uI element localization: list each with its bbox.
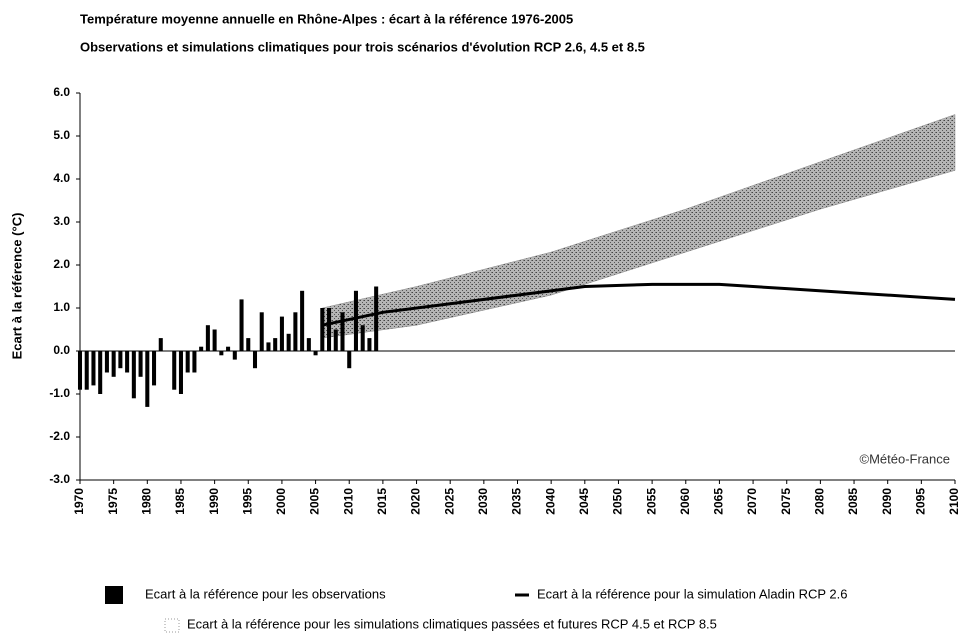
bar bbox=[252, 351, 258, 369]
bar bbox=[374, 286, 379, 351]
bar bbox=[145, 351, 150, 407]
x-tick-label: 2000 bbox=[274, 488, 288, 515]
x-tick-label: 2095 bbox=[914, 488, 928, 515]
bar bbox=[178, 351, 183, 394]
bar bbox=[266, 342, 271, 351]
bar bbox=[205, 325, 210, 351]
bar bbox=[192, 351, 197, 373]
x-tick-label: 2065 bbox=[712, 488, 726, 515]
x-tick-label: 2040 bbox=[543, 488, 557, 515]
x-tick-label: 2070 bbox=[745, 488, 759, 515]
y-tick-label: 1.0 bbox=[53, 300, 70, 314]
y-tick-label: 3.0 bbox=[53, 214, 70, 228]
x-tick-label: 2100 bbox=[947, 488, 959, 515]
bar bbox=[131, 351, 136, 399]
bar bbox=[333, 329, 338, 351]
bar bbox=[340, 312, 345, 351]
bar bbox=[286, 333, 291, 351]
bar bbox=[327, 308, 332, 351]
y-tick-label: -3.0 bbox=[49, 472, 70, 486]
legend-label: Ecart à la référence pour les observatio… bbox=[145, 586, 386, 601]
y-tick-label: 0.0 bbox=[53, 343, 70, 357]
legend-label: Ecart à la référence pour les simulation… bbox=[187, 616, 717, 631]
x-tick-label: 1995 bbox=[240, 488, 254, 515]
line bbox=[321, 282, 956, 327]
y-tick-label: 5.0 bbox=[53, 128, 70, 142]
bar bbox=[91, 351, 96, 386]
bar bbox=[84, 351, 89, 390]
x-tick-label: 2075 bbox=[779, 488, 793, 515]
x-tick-label: 1990 bbox=[207, 488, 221, 515]
bar bbox=[111, 351, 116, 377]
bar bbox=[138, 351, 143, 377]
bar bbox=[300, 290, 305, 351]
x-tick-label: 2015 bbox=[375, 488, 389, 515]
bar bbox=[293, 312, 298, 351]
bar bbox=[118, 351, 123, 369]
x-tick-label: 2060 bbox=[678, 488, 692, 515]
x-tick-label: 2050 bbox=[611, 488, 625, 515]
y-tick-label: 2.0 bbox=[53, 257, 70, 271]
bar bbox=[158, 338, 163, 351]
bar bbox=[199, 346, 204, 351]
x-tick-label: 2005 bbox=[308, 488, 322, 515]
x-tick-label: 2010 bbox=[341, 488, 355, 515]
bar bbox=[165, 351, 170, 352]
bar bbox=[353, 290, 358, 351]
y-axis-label: Ecart à la référence (°C) bbox=[9, 213, 24, 360]
y-tick-label: -1.0 bbox=[49, 386, 70, 400]
bar bbox=[226, 346, 231, 351]
bar bbox=[172, 351, 177, 390]
legend-swatch bbox=[164, 618, 180, 633]
bar bbox=[279, 316, 284, 351]
bar bbox=[320, 308, 325, 351]
x-tick-label: 1975 bbox=[106, 488, 120, 515]
bar bbox=[152, 351, 157, 386]
x-tick-label: 2080 bbox=[813, 488, 827, 515]
x-tick-label: 2035 bbox=[510, 488, 524, 515]
x-tick-label: 2045 bbox=[577, 488, 591, 515]
scenario-band bbox=[322, 114, 956, 339]
bar bbox=[273, 338, 278, 351]
y-tick-label: 4.0 bbox=[53, 171, 70, 185]
bar bbox=[259, 312, 264, 351]
y-tick-label: 6.0 bbox=[53, 85, 70, 99]
bar bbox=[185, 351, 190, 373]
y-tick-label: -2.0 bbox=[49, 429, 70, 443]
chart-subtitle: Observations et simulations climatiques … bbox=[80, 39, 645, 54]
bar bbox=[232, 351, 237, 360]
bar bbox=[306, 338, 311, 351]
bar bbox=[98, 351, 103, 394]
bar bbox=[104, 351, 109, 373]
x-tick-label: 1970 bbox=[72, 488, 86, 515]
x-tick-label: 2085 bbox=[846, 488, 860, 515]
x-tick-label: 2055 bbox=[644, 488, 658, 515]
annotation: ©Météo-France bbox=[860, 451, 951, 466]
x-tick-label: 2090 bbox=[880, 488, 894, 515]
bar bbox=[77, 351, 83, 390]
x-tick-label: 2025 bbox=[442, 488, 456, 515]
bar bbox=[367, 338, 372, 351]
x-tick-label: 2020 bbox=[409, 488, 423, 515]
bar bbox=[313, 351, 318, 356]
bar bbox=[125, 351, 130, 373]
x-tick-label: 1980 bbox=[139, 488, 153, 515]
chart-title: Température moyenne annuelle en Rhône-Al… bbox=[80, 11, 573, 26]
legend-swatch bbox=[105, 586, 123, 604]
bar bbox=[239, 299, 244, 351]
bar bbox=[347, 351, 352, 369]
legend-label: Ecart à la référence pour la simulation … bbox=[537, 586, 847, 601]
x-tick-label: 1985 bbox=[173, 488, 187, 515]
x-tick-label: 2030 bbox=[476, 488, 490, 515]
bar bbox=[219, 351, 224, 356]
bar bbox=[212, 329, 217, 351]
bar bbox=[246, 338, 251, 351]
bar bbox=[360, 325, 365, 351]
